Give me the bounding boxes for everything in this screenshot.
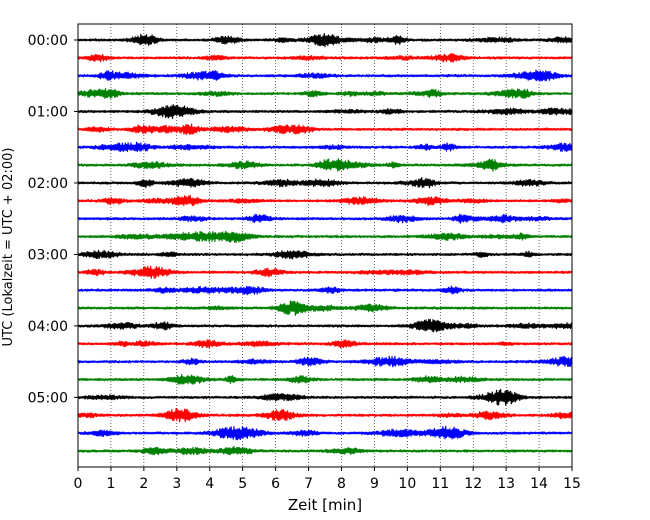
trace-21 — [77, 407, 573, 423]
seismogram-traces — [77, 32, 573, 456]
x-tick-label: 1 — [106, 476, 115, 492]
x-axis-ticks: 0 1 2 3 4 5 6 7 8 9 10 11 12 13 14 15 — [74, 467, 581, 492]
y-axis-ticks: 00:00 01:00 02:00 03:00 04:00 05:00 — [28, 33, 78, 406]
x-tick-label: 3 — [172, 476, 181, 492]
x-tick-label: 4 — [205, 476, 214, 492]
x-axis-label: Zeit [min] — [288, 496, 362, 514]
trace-4 — [77, 104, 573, 119]
trace-1 — [77, 52, 573, 63]
trace-8 — [77, 177, 573, 189]
x-tick-label: 15 — [563, 476, 581, 492]
y-axis-label: UTC (Lokalzeit = UTC + 02:00) — [1, 148, 16, 347]
grid-lines — [110, 24, 540, 467]
x-tick-label: 8 — [337, 476, 346, 492]
y-tick-label: 02:00 — [28, 176, 68, 192]
y-tick-label: 05:00 — [28, 390, 68, 406]
x-tick-label: 9 — [370, 476, 379, 492]
x-tick-label: 7 — [304, 476, 313, 492]
trace-14 — [77, 285, 573, 296]
trace-3 — [77, 88, 573, 99]
trace-15 — [77, 300, 573, 316]
trace-6 — [77, 141, 573, 153]
trace-20 — [77, 388, 573, 406]
trace-9 — [77, 195, 573, 207]
y-tick-label: 01:00 — [28, 104, 68, 120]
trace-16 — [77, 318, 573, 333]
trace-10 — [77, 213, 573, 224]
trace-13 — [77, 265, 573, 279]
trace-7 — [77, 158, 573, 172]
trace-12 — [77, 249, 573, 260]
trace-18 — [77, 355, 573, 368]
trace-17 — [77, 339, 573, 349]
x-tick-label: 13 — [497, 476, 515, 492]
x-tick-label: 5 — [238, 476, 247, 492]
trace-2 — [77, 69, 573, 82]
y-tick-label: 03:00 — [28, 247, 68, 263]
y-tick-label: 00:00 — [28, 33, 68, 49]
x-tick-label: 11 — [431, 476, 449, 492]
x-tick-label: 2 — [139, 476, 148, 492]
x-tick-label: 0 — [74, 476, 83, 492]
plot-frame — [77, 23, 573, 468]
x-tick-label: 10 — [398, 476, 416, 492]
trace-0 — [77, 32, 573, 48]
x-tick-label: 12 — [464, 476, 482, 492]
trace-23 — [77, 445, 573, 456]
x-tick-label: 14 — [530, 476, 548, 492]
trace-5 — [77, 123, 573, 136]
y-tick-label: 04:00 — [28, 319, 68, 335]
trace-11 — [77, 230, 573, 244]
trace-22 — [77, 425, 573, 441]
x-tick-label: 6 — [271, 476, 280, 492]
trace-19 — [77, 373, 573, 385]
